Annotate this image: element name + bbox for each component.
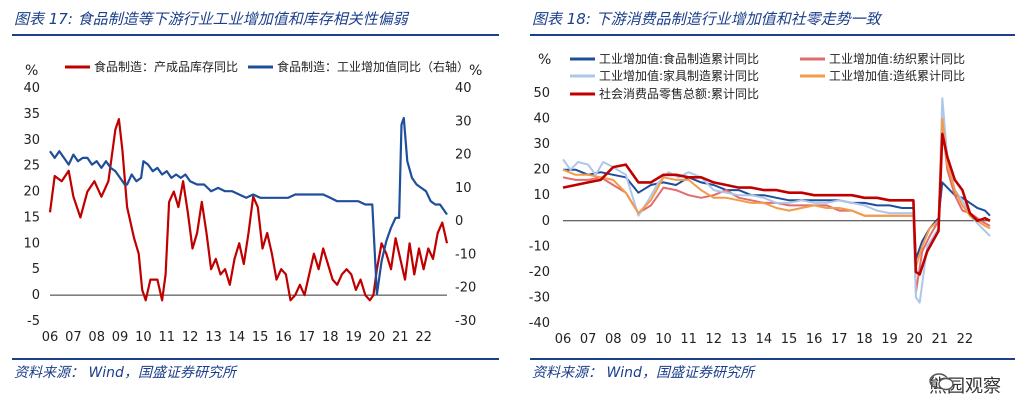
x-tick-label: 12	[705, 332, 722, 347]
y-right-tick-label: 20	[455, 148, 472, 163]
y-left-tick-label: 5	[32, 262, 40, 277]
y-left-tick-label: 25	[23, 159, 40, 174]
left-chart: % % 食品制造：产成品库存同比 食品制造：工业增加值同比（右轴） -5 0 5 10 15 20…	[23, 59, 482, 345]
x-tick-label: 21	[392, 330, 409, 345]
right-source-rule	[530, 358, 1015, 360]
x-tick-label: 18	[856, 332, 873, 347]
legend-label: 工业增加值:纺织累计同比	[829, 51, 965, 66]
x-tick-label: 08	[88, 330, 105, 345]
y-tick-label: 40	[533, 112, 550, 127]
x-tick-label: 19	[881, 332, 898, 347]
x-tick-label: 11	[158, 330, 175, 345]
x-tick-label: 16	[806, 332, 823, 347]
y-left-tick-label: 0	[32, 288, 40, 303]
y-right-tick-label: 30	[455, 114, 472, 129]
left-panel: 图表 17: 食品制造等下游行业工业增加值和库存相关性偏弱 %% 食品制造：产成品…	[0, 0, 505, 412]
x-tick-label: 09	[112, 330, 129, 345]
y-left-tick-label: 40	[23, 81, 40, 96]
x-tick-label: 13	[205, 330, 222, 345]
y-left-tick-label: -5	[27, 314, 40, 329]
x-tick-label: 20	[906, 332, 923, 347]
watermark: 熊园观察	[929, 372, 1001, 398]
x-tick-label: 22	[957, 332, 974, 347]
right-title-rule	[530, 34, 1015, 36]
y-tick-label: -30	[529, 290, 550, 305]
x-tick-label: 12	[182, 330, 199, 345]
y-tick-label: 30	[533, 137, 550, 152]
y-left-tick-label: 30	[23, 133, 40, 148]
x-tick-label: 08	[605, 332, 622, 347]
x-tick-label: 10	[655, 332, 672, 347]
right-source: 资料来源： Wind，国盛证券研究所	[532, 365, 754, 381]
series-line	[562, 132, 991, 276]
y-tick-label: -40	[529, 316, 550, 331]
right-panel: 图表 18: 下游消费品制造行业增加值和社零走势一致 % 工业增加值:食品制造累计…	[518, 0, 1021, 412]
x-tick-label: 17	[831, 332, 848, 347]
x-tick-label: 19	[345, 330, 362, 345]
left-source: 资料来源： Wind，国盛证券研究所	[14, 365, 236, 381]
x-tick-label: 17	[299, 330, 316, 345]
y-tick-label: 0	[542, 214, 550, 229]
series-line	[563, 168, 991, 261]
left-chart-title: 图表 17: 食品制造等下游行业工业增加值和库存相关性偏弱	[14, 10, 408, 28]
legend-label: 工业增加值:造纸累计同比	[829, 68, 965, 83]
y-tick-label: 50	[533, 86, 550, 101]
y-tick-label: 20	[533, 163, 550, 178]
y-tick-label: -10	[529, 239, 550, 254]
x-tick-label: 09	[630, 332, 647, 347]
right-axis-unit: %	[469, 63, 482, 79]
series-line	[49, 116, 448, 296]
x-tick-label: 06	[42, 330, 59, 345]
y-right-tick-label: 40	[455, 81, 472, 96]
x-tick-label: 07	[580, 332, 597, 347]
x-tick-label: 22	[415, 330, 432, 345]
x-tick-label: 06	[555, 332, 572, 347]
x-tick-label: 13	[731, 332, 748, 347]
series-line	[562, 117, 991, 268]
y-right-tick-label: 10	[455, 181, 472, 196]
legend-label: 食品制造：产成品库存同比	[94, 59, 238, 74]
left-axis-unit: %	[25, 63, 38, 79]
y-right-tick-label: -30	[455, 314, 476, 329]
wechat-icon	[929, 373, 954, 391]
right-chart-title: 图表 18: 下游消费品制造行业增加值和社零走势一致	[532, 10, 881, 28]
legend-label: 工业增加值:家具制造累计同比	[599, 68, 759, 83]
y-tick-label: 10	[533, 188, 550, 203]
x-tick-label: 14	[229, 330, 246, 345]
x-tick-label: 07	[65, 330, 82, 345]
legend-label: 食品制造：工业增加值同比（右轴）	[277, 59, 469, 74]
x-tick-label: 20	[369, 330, 386, 345]
y-right-tick-label: -20	[455, 281, 476, 296]
y-left-tick-label: 10	[23, 236, 40, 251]
left-title-rule	[12, 34, 499, 36]
legend-label: 社会消费品零售总额:累计同比	[599, 86, 759, 101]
x-tick-label: 15	[252, 330, 269, 345]
y-tick-label: -20	[529, 265, 550, 280]
y-axis-unit: %	[538, 52, 551, 68]
x-tick-label: 21	[931, 332, 948, 347]
x-tick-label: 16	[275, 330, 292, 345]
right-chart: % 工业增加值:食品制造累计同比 工业增加值:纺织累计同比工业增加值:家具制造累计同…	[529, 51, 991, 347]
x-tick-label: 11	[680, 332, 697, 347]
y-right-tick-label: -10	[455, 247, 476, 262]
legend-label: 工业增加值:食品制造累计同比	[599, 51, 759, 66]
y-left-tick-label: 35	[23, 107, 40, 122]
y-right-tick-label: 0	[455, 214, 463, 229]
x-tick-label: 10	[135, 330, 152, 345]
x-tick-label: 18	[322, 330, 339, 345]
y-left-tick-label: 15	[23, 210, 40, 225]
x-tick-label: 15	[781, 332, 798, 347]
x-tick-label: 14	[756, 332, 773, 347]
series-line	[562, 97, 991, 304]
y-left-tick-label: 20	[23, 185, 40, 200]
series-line	[48, 118, 449, 302]
left-source-rule	[12, 358, 499, 360]
